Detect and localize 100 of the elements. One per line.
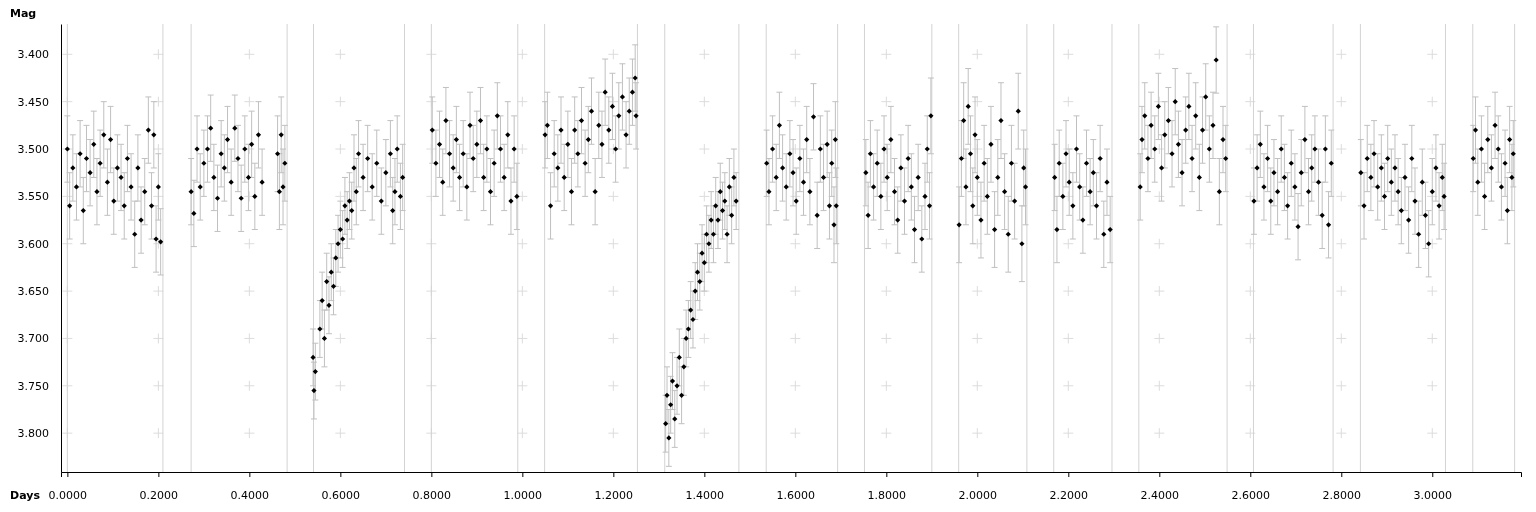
- point: [1220, 136, 1226, 143]
- point: [915, 174, 921, 181]
- point: [400, 174, 406, 181]
- y-tick-label: 3.550: [17, 190, 49, 204]
- point: [865, 212, 871, 218]
- point: [191, 210, 197, 217]
- point: [1257, 141, 1263, 147]
- point: [729, 212, 735, 218]
- point: [1056, 160, 1062, 166]
- point: [1005, 231, 1011, 237]
- point: [319, 297, 325, 304]
- point: [104, 179, 111, 185]
- point: [1060, 193, 1066, 199]
- point: [1148, 122, 1154, 128]
- point: [1155, 103, 1161, 109]
- point: [832, 136, 838, 143]
- point: [888, 136, 894, 143]
- point: [446, 151, 453, 157]
- point: [766, 189, 772, 195]
- point: [118, 174, 124, 181]
- point: [578, 118, 585, 124]
- point: [321, 335, 328, 342]
- point: [330, 283, 337, 289]
- point: [155, 184, 161, 190]
- point: [870, 184, 877, 190]
- point: [884, 174, 890, 181]
- point: [1409, 155, 1415, 162]
- point: [1492, 122, 1498, 128]
- point: [1328, 160, 1334, 166]
- point: [992, 226, 998, 233]
- point: [188, 189, 194, 195]
- point: [387, 151, 393, 157]
- point: [800, 179, 807, 185]
- point: [101, 132, 107, 138]
- point: [87, 170, 93, 176]
- point: [460, 151, 466, 157]
- point: [683, 335, 689, 342]
- point: [663, 421, 669, 427]
- x-tick-label: 1.0000: [503, 488, 543, 502]
- point: [1199, 127, 1206, 133]
- point: [477, 118, 484, 124]
- point: [208, 125, 214, 131]
- point: [1002, 189, 1008, 195]
- point: [1097, 155, 1103, 162]
- point: [965, 103, 971, 109]
- point: [1281, 174, 1288, 181]
- point: [474, 141, 480, 147]
- point: [346, 198, 353, 204]
- point: [67, 203, 73, 209]
- point: [397, 193, 404, 199]
- point: [1264, 155, 1271, 162]
- point: [974, 174, 980, 181]
- point: [224, 136, 231, 143]
- point: [592, 189, 598, 195]
- x-axis-title: Days: [10, 489, 41, 502]
- point: [797, 155, 803, 162]
- point: [1073, 146, 1080, 152]
- point: [1022, 184, 1029, 190]
- point: [829, 160, 835, 166]
- point: [1107, 226, 1113, 233]
- point: [1441, 193, 1447, 199]
- point: [1488, 165, 1495, 171]
- point: [726, 184, 732, 190]
- point: [1426, 241, 1432, 247]
- point: [353, 189, 359, 195]
- point: [1189, 155, 1195, 162]
- x-tick-label: 2.4000: [1140, 488, 1180, 502]
- x-tick-label: 1.2000: [594, 488, 634, 502]
- point: [1395, 189, 1401, 195]
- point: [1315, 179, 1322, 185]
- point: [355, 151, 362, 157]
- point: [142, 189, 148, 195]
- point: [501, 174, 507, 181]
- point: [764, 160, 770, 166]
- point: [470, 155, 476, 162]
- x-tick-label: 0.8000: [412, 488, 452, 502]
- point: [572, 127, 578, 133]
- point: [911, 226, 918, 233]
- point: [505, 132, 511, 138]
- point: [1406, 217, 1412, 223]
- point: [769, 146, 776, 152]
- point: [690, 316, 696, 323]
- point: [773, 174, 779, 181]
- point: [731, 174, 737, 181]
- point: [1145, 155, 1151, 162]
- point: [776, 122, 782, 128]
- y-tick-label: 3.500: [17, 143, 49, 157]
- point: [349, 207, 355, 214]
- point: [1498, 184, 1505, 190]
- point: [596, 122, 602, 128]
- point: [585, 136, 591, 143]
- point: [719, 207, 726, 214]
- point: [1472, 127, 1479, 133]
- point: [1008, 160, 1015, 166]
- point: [456, 174, 463, 181]
- point: [1052, 174, 1058, 181]
- point: [1305, 189, 1312, 195]
- x-tick-label: 2.2000: [1049, 488, 1089, 502]
- point: [787, 151, 793, 157]
- point: [568, 189, 575, 195]
